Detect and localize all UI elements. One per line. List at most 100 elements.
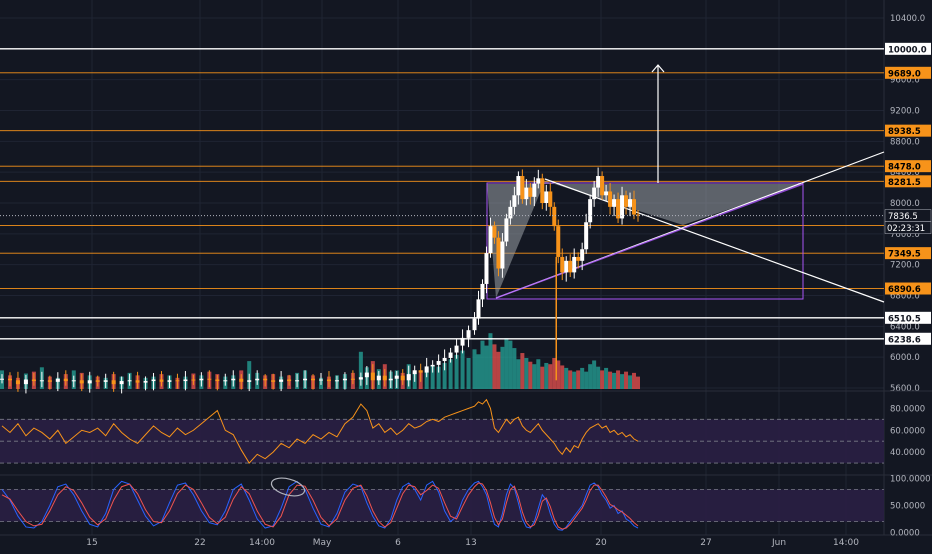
candle-body bbox=[382, 375, 387, 381]
volume-bar bbox=[564, 367, 569, 389]
volume-bar bbox=[560, 365, 565, 389]
candle-body bbox=[376, 375, 381, 381]
volume-bar bbox=[600, 370, 605, 389]
volume-bar bbox=[604, 367, 609, 389]
volume-bar bbox=[500, 346, 505, 389]
candle-body bbox=[600, 176, 605, 196]
countdown-badge bbox=[884, 221, 932, 234]
y-tick-label: 8400.0 bbox=[890, 168, 920, 178]
candle-body bbox=[632, 199, 637, 215]
candle-body bbox=[111, 380, 116, 385]
candles bbox=[0, 167, 640, 394]
candle-body bbox=[223, 380, 228, 382]
y-tick-label: 6800.0 bbox=[890, 292, 920, 302]
volume-bar bbox=[524, 358, 529, 389]
rsi-y-tick-label: 40.0000 bbox=[890, 448, 925, 458]
candle-body bbox=[442, 357, 447, 362]
candle-body bbox=[604, 191, 609, 196]
candle-body bbox=[572, 256, 577, 273]
candle-body bbox=[394, 375, 399, 379]
countdown-label: 02:23:31 bbox=[887, 224, 925, 234]
candle-body bbox=[7, 378, 12, 381]
candle-body bbox=[47, 380, 52, 382]
candle-body bbox=[15, 380, 20, 385]
volume-bar bbox=[568, 370, 573, 389]
stoch-y-tick-label: 0.0000 bbox=[890, 528, 920, 538]
candle-body bbox=[103, 380, 108, 382]
candle-body bbox=[624, 195, 629, 207]
candle-body bbox=[350, 378, 355, 380]
volume-bar bbox=[536, 359, 541, 389]
stoch-y-tick-label: 100.0000 bbox=[890, 475, 931, 485]
candle-body bbox=[247, 380, 252, 382]
candle-body bbox=[418, 370, 423, 373]
volume-bar bbox=[540, 366, 545, 389]
candle-body bbox=[127, 380, 132, 382]
volume-bar bbox=[520, 353, 525, 389]
stoch-band bbox=[0, 489, 884, 522]
candle-body bbox=[480, 283, 485, 300]
price-level-badge bbox=[885, 124, 931, 137]
volume-bar bbox=[552, 358, 557, 389]
candle-body bbox=[87, 380, 92, 384]
price-level-badge bbox=[885, 175, 931, 188]
candle-body bbox=[596, 176, 601, 188]
candle-body bbox=[564, 260, 569, 273]
x-tick-label: 14:00 bbox=[833, 538, 859, 548]
volume-bar bbox=[480, 340, 485, 389]
x-tick-label: 14:00 bbox=[249, 538, 275, 548]
x-tick-label: 6 bbox=[395, 538, 401, 548]
candle-body bbox=[63, 378, 68, 382]
volume-bar bbox=[588, 364, 593, 389]
candle-body bbox=[239, 378, 244, 382]
y-tick-label: 6000.0 bbox=[890, 353, 920, 363]
candle-body bbox=[484, 253, 489, 284]
price-level-label: 9689.0 bbox=[888, 69, 921, 79]
y-tick-label: 7200.0 bbox=[890, 261, 920, 271]
candle-body bbox=[175, 380, 180, 382]
candle-body bbox=[159, 379, 164, 382]
price-level-label: 6890.6 bbox=[888, 285, 921, 295]
y-tick-label: 8000.0 bbox=[890, 199, 920, 209]
candle-body bbox=[466, 330, 471, 338]
volume-bar bbox=[556, 360, 561, 389]
volume-bar bbox=[504, 338, 509, 389]
volume-bar bbox=[492, 344, 497, 389]
candle-body bbox=[334, 380, 339, 382]
target-arrow-head bbox=[651, 64, 665, 73]
candle-body bbox=[568, 260, 573, 273]
x-tick-label: 13 bbox=[465, 538, 476, 548]
candle-body bbox=[430, 364, 435, 367]
volume-bar bbox=[572, 371, 577, 389]
candle-body bbox=[303, 378, 308, 381]
volume-bar bbox=[528, 361, 533, 389]
candle-body bbox=[95, 380, 100, 382]
x-tick-label: May bbox=[313, 538, 332, 548]
candle-body bbox=[79, 380, 84, 384]
candle-body bbox=[318, 379, 323, 381]
candle-body bbox=[55, 378, 60, 382]
volume-bar bbox=[576, 370, 581, 389]
candle-body bbox=[263, 378, 268, 381]
pattern-box bbox=[486, 182, 804, 300]
candle-body bbox=[71, 380, 76, 382]
x-tick-label: 22 bbox=[194, 538, 205, 548]
candle-body bbox=[488, 226, 493, 254]
volume-bar bbox=[508, 340, 513, 389]
candle-body bbox=[636, 214, 640, 216]
volume-bar bbox=[548, 364, 553, 389]
candle-body bbox=[588, 199, 593, 223]
current-price-label: 7836.5 bbox=[888, 212, 918, 222]
x-tick-label: 20 bbox=[595, 538, 607, 548]
candle-body bbox=[528, 187, 533, 197]
y-tick-label: 6400.0 bbox=[890, 322, 920, 332]
volume-bar bbox=[454, 354, 459, 389]
volume-bar bbox=[488, 333, 493, 389]
volume-bar bbox=[612, 372, 617, 389]
triangle-pattern bbox=[487, 181, 803, 298]
trendline-support-highlight bbox=[495, 183, 804, 299]
candle-body bbox=[620, 195, 625, 219]
